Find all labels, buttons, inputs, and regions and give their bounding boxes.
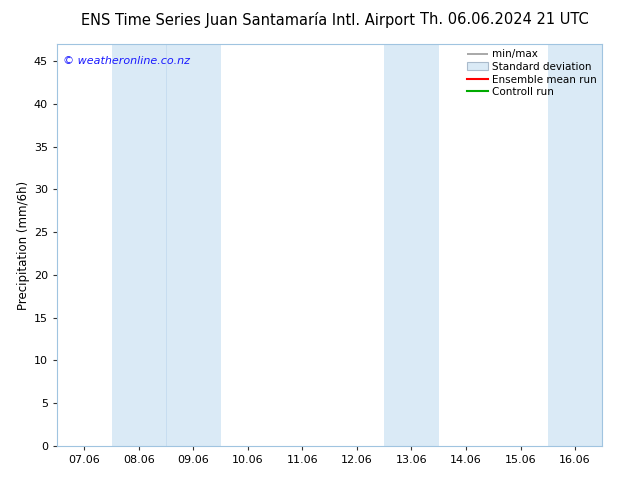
Text: Th. 06.06.2024 21 UTC: Th. 06.06.2024 21 UTC (420, 12, 588, 27)
Text: ENS Time Series Juan Santamaría Intl. Airport: ENS Time Series Juan Santamaría Intl. Ai… (81, 12, 415, 28)
Legend: min/max, Standard deviation, Ensemble mean run, Controll run: min/max, Standard deviation, Ensemble me… (464, 46, 600, 100)
Bar (384, 44, 439, 446)
Bar (112, 44, 166, 446)
Y-axis label: Precipitation (mm/6h): Precipitation (mm/6h) (16, 180, 30, 310)
Bar (166, 44, 221, 446)
Bar (548, 44, 602, 446)
Text: © weatheronline.co.nz: © weatheronline.co.nz (63, 56, 190, 66)
